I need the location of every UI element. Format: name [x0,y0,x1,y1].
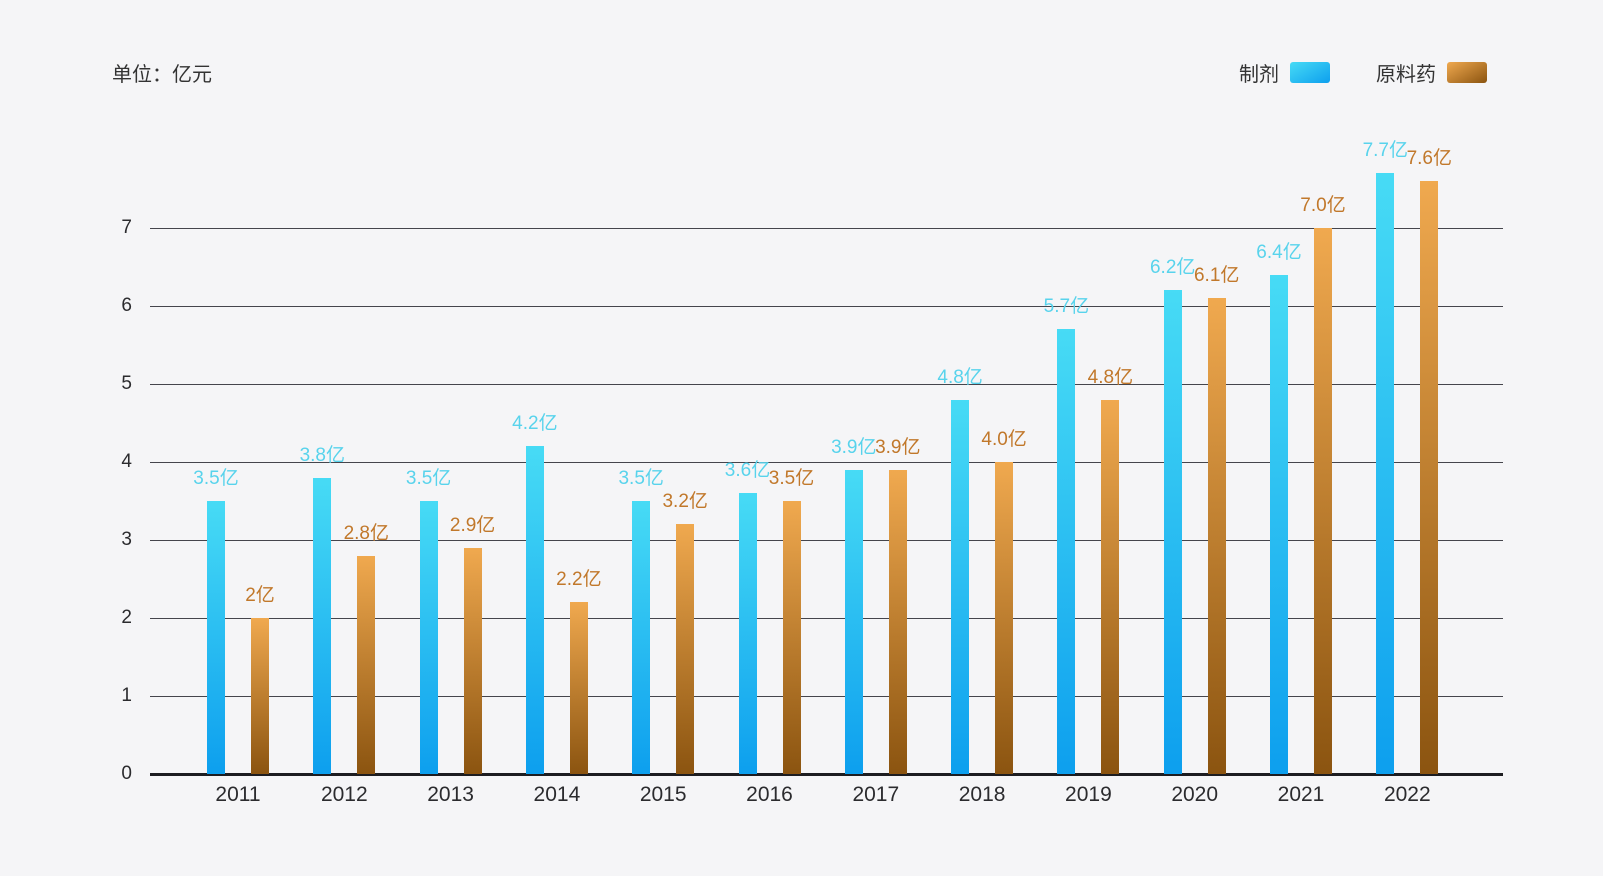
x-axis-label-2011: 2011 [215,783,261,806]
x-axis-label-2017: 2017 [852,783,900,806]
x-axis-label-2018: 2018 [958,783,1006,806]
bar-制剂-2013 [419,501,438,774]
bar-value-label-制剂-2013: 3.5亿 [405,468,452,489]
gridline-5 [150,384,1503,385]
bar-制剂-2012 [313,477,332,774]
bar-value-label-制剂-2018: 4.8亿 [937,366,983,388]
bar-value-label-制剂-2020: 6.2亿 [1149,257,1196,279]
bar-原料药-2017 [888,469,907,774]
bar-制剂-2016 [738,493,757,774]
bar-制剂-2018 [951,399,970,774]
bar-原料药-2011 [251,618,269,774]
bar-value-label-制剂-2014: 4.2亿 [512,413,558,435]
bar-制剂-2019 [1057,329,1076,774]
gridline-3 [150,540,1503,541]
y-axis-tick-4: 4 [121,451,132,472]
legend-label: 原料药 [1376,64,1436,86]
bar-原料药-2015 [676,524,695,774]
x-axis-label-2021: 2021 [1277,783,1325,806]
bar-原料药-2022 [1420,181,1439,774]
bar-value-label-原料药-2022: 7.6亿 [1406,148,1453,170]
gridline-2 [150,618,1503,619]
legend: 制剂 原料药 [1239,58,1487,87]
bar-原料药-2014 [569,602,588,774]
bar-value-label-原料药-2020: 6.1亿 [1193,265,1240,287]
gridline-7 [150,228,1503,229]
y-axis-tick-0: 0 [121,763,132,784]
bar-原料药-2021 [1314,228,1332,774]
x-axis-label-2022: 2022 [1383,783,1431,806]
x-axis-line [150,773,1503,776]
bar-value-label-原料药-2012: 2.8亿 [343,522,390,544]
y-axis-tick-1: 1 [121,685,132,706]
gridline-1 [150,696,1503,697]
legend-label: 制剂 [1239,64,1279,86]
gridline-6 [150,306,1503,307]
bar-原料药-2019 [1101,399,1120,774]
bar-value-label-制剂-2012: 3.8亿 [299,444,346,466]
y-axis-tick-3: 3 [121,529,132,550]
bar-制剂-2014 [525,446,544,774]
bar-value-label-原料药-2014: 2.2亿 [556,569,602,591]
bar-原料药-2013 [463,547,482,774]
x-axis-label-2013: 2013 [427,783,474,806]
legend-swatch-orange [1447,62,1487,83]
bar-value-label-原料药-2013: 2.9亿 [449,514,496,536]
bar-制剂-2021 [1270,274,1288,774]
x-axis-label-2014: 2014 [533,783,581,806]
bar-value-label-原料药-2018: 4.0亿 [981,429,1027,450]
bar-value-label-制剂-2019: 5.7亿 [1043,296,1090,318]
bar-制剂-2020 [1163,290,1182,774]
x-axis-label-2020: 2020 [1171,783,1219,806]
bar-value-label-制剂-2015: 3.5亿 [618,468,664,489]
x-axis-label-2012: 2012 [320,783,368,806]
bar-制剂-2017 [844,469,863,774]
bar-value-label-制剂-2022: 7.7亿 [1362,140,1409,162]
bar-value-label-原料药-2019: 4.8亿 [1087,366,1134,388]
y-axis-tick-5: 5 [121,373,132,394]
legend-item-制剂[interactable]: 制剂 [1239,58,1330,87]
bar-原料药-2020 [1207,298,1226,774]
bar-原料药-2012 [357,555,376,774]
bar-制剂-2022 [1376,173,1395,774]
bar-value-label-原料药-2011: 2亿 [245,585,275,606]
unit-label: 单位：亿元 [112,64,212,86]
y-axis-tick-7: 7 [121,217,132,238]
y-axis-tick-6: 6 [121,295,132,316]
bar-value-label-制剂-2017: 3.9亿 [831,436,877,458]
bar-value-label-原料药-2021: 7.0亿 [1300,195,1346,216]
bar-value-label-原料药-2016: 3.5亿 [768,468,815,489]
x-axis-label-2015: 2015 [639,783,687,806]
bar-原料药-2018 [995,462,1014,774]
bar-value-label-原料药-2015: 3.2亿 [662,491,708,513]
bar-value-label-制剂-2021: 6.4亿 [1256,241,1302,263]
bar-制剂-2011 [207,501,225,774]
gridline-4 [150,462,1503,463]
bar-value-label-制剂-2016: 3.6亿 [724,460,771,482]
x-axis-label-2019: 2019 [1065,783,1112,806]
y-axis-tick-2: 2 [121,607,132,628]
x-axis-label-2016: 2016 [746,783,793,806]
legend-swatch-blue [1290,62,1330,83]
bar-制剂-2015 [632,501,651,774]
bar-value-label-制剂-2011: 3.5亿 [193,468,239,489]
legend-item-原料药[interactable]: 原料药 [1376,58,1487,87]
bar-value-label-原料药-2017: 3.9亿 [875,436,921,458]
bar-原料药-2016 [782,501,801,774]
